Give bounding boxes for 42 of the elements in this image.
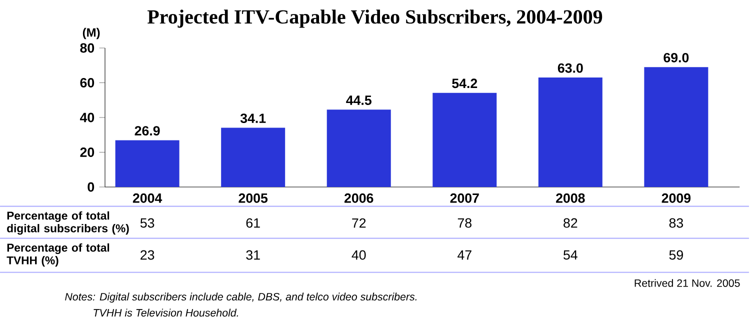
bar [326,110,391,187]
data-label: 63.0 [558,63,583,73]
bar [644,67,708,187]
y-tick-label: 60 [80,78,94,88]
bar [221,128,286,187]
data-label: 44.5 [346,96,372,105]
x-tick-label: 2006 [344,193,374,203]
y-tick-label: 40 [80,112,94,122]
chart-title: Projected ITV-Capable Video Subscribers, 2004-2009 [147,10,602,28]
text: 31 [246,250,260,260]
y-tick-label: 80 [80,43,94,53]
text: 83 [669,218,684,228]
data-label: 54.2 [452,78,478,88]
text: 23 [140,250,154,260]
bar [432,92,497,187]
bar [538,78,602,187]
text: 72 [352,218,366,228]
x-tick-label: 2005 [238,193,268,203]
text: 59 [669,250,683,260]
text: Percentage of total digital subscribers (%) [7,211,129,235]
x-tick-label: 2009 [662,193,691,203]
x-tick-label: 2008 [556,193,585,203]
x-tick-label: 2004 [132,193,162,203]
text: 61 [246,218,260,228]
text: 47 [458,250,472,260]
text: 78 [458,218,472,228]
text: TVHH is Television Household. [94,308,238,317]
text: 54 [564,250,578,260]
text: Percentage of total TVHH (%) [6,243,110,267]
data-label: 69.0 [664,52,689,62]
bar [115,140,180,187]
text: 53 [140,218,154,228]
y-tick-label: 0 [88,182,94,192]
text: Notes: Digital subscribers include cable, DBS, and telco video subscribers. [65,292,416,303]
data-label: 26.9 [134,126,160,136]
y-axis-title: (M) [82,28,100,40]
text: 40 [352,250,366,260]
y-tick-label: 20 [80,148,94,157]
text: Retrived 21 Nov. 2005 [634,279,740,287]
text: 82 [564,218,578,228]
x-tick-label: 2007 [450,193,479,203]
data-label: 34.1 [240,114,266,124]
